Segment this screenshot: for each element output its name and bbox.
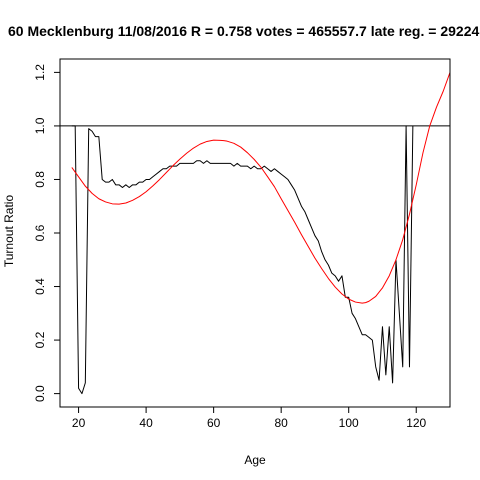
y-tick-label: 0.2: [33, 331, 47, 348]
y-tick-label: 0.0: [33, 385, 47, 402]
y-axis: 0.0 0.2 0.4 0.6 0.8 1.0 1.2: [33, 64, 61, 402]
x-tick-label: 40: [139, 416, 153, 430]
series-line-turnout: [71, 125, 414, 395]
plot-frame: [59, 58, 451, 408]
x-tick-label: 60: [207, 416, 221, 430]
x-tick-label: 20: [72, 416, 86, 430]
x-tick-label: 100: [339, 416, 359, 430]
y-tick-label: 1.2: [33, 64, 47, 81]
y-tick-label: 0.8: [33, 171, 47, 188]
chart-title: 60 Mecklenburg 11/08/2016 R = 0.758 vote…: [8, 23, 479, 39]
x-tick-label: 80: [274, 416, 288, 430]
y-tick-label: 0.4: [33, 278, 47, 295]
x-axis-label: Age: [244, 453, 266, 467]
y-axis-label: Turnout Ratio: [2, 195, 16, 268]
y-tick-label: 1.0: [33, 117, 47, 134]
y-tick-label: 0.6: [33, 224, 47, 241]
series-line-fit: [71, 72, 450, 304]
x-tick-label: 120: [406, 416, 426, 430]
x-axis: 20 40 60 80 100 120: [72, 406, 427, 430]
